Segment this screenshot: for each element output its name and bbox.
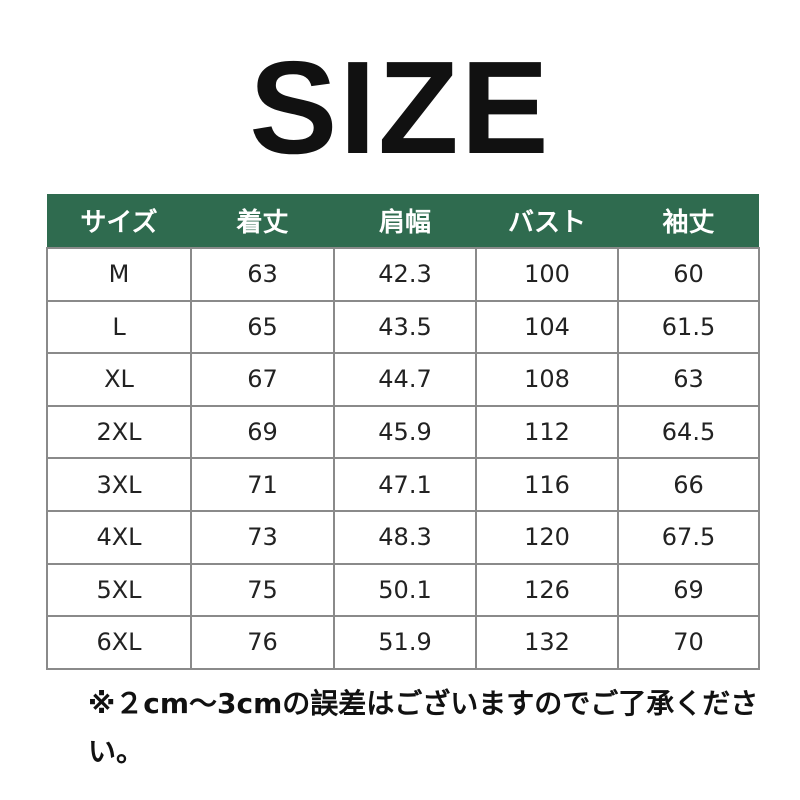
measurement-cell: 120 [475,509,619,565]
table-row: 2XL 69 45.9 112 64.5 [46,404,760,460]
size-table: サイズ 着丈 肩幅 バスト 袖丈 M 63 42.3 100 60 L 65 43.5 104 61.5 X… [46,194,760,670]
measurement-cell: 51.9 [333,615,477,670]
measurement-cell: 65 [190,299,335,355]
measurement-cell: 69 [617,562,760,618]
column-header: 着丈 [191,194,334,248]
measurement-cell: 48.3 [333,509,477,565]
measurement-cell: 44.7 [333,352,477,407]
measurement-cell: 76 [190,615,335,670]
table-row: 3XL 71 47.1 116 66 [46,457,760,512]
measurement-cell: 66 [617,457,760,512]
measurement-cell: 45.9 [333,404,477,460]
measurement-cell: 63 [617,352,760,407]
measurement-cell: 64.5 [617,404,760,460]
measurement-cell: 43.5 [333,299,477,355]
size-label-cell: 2XL [46,404,192,460]
size-label-cell: M [46,247,192,302]
table-row: L 65 43.5 104 61.5 [46,299,760,355]
table-row: 4XL 73 48.3 120 67.5 [46,509,760,565]
size-label-cell: 4XL [46,509,192,565]
column-header: 袖丈 [618,194,759,248]
measurement-cell: 71 [190,457,335,512]
measurement-cell: 67.5 [617,509,760,565]
measurement-cell: 63 [190,247,335,302]
size-label-cell: L [46,299,192,355]
measurement-cell: 69 [190,404,335,460]
page-title: SIZE [249,34,551,181]
column-header: バスト [476,194,618,248]
measurement-cell: 60 [617,247,760,302]
measurement-cell: 67 [190,352,335,407]
size-label-cell: 5XL [46,562,192,618]
measurement-cell: 108 [475,352,619,407]
measurement-cell: 75 [190,562,335,618]
table-row: M 63 42.3 100 60 [46,247,760,302]
column-header: 肩幅 [334,194,476,248]
table-row: 6XL 76 51.9 132 70 [46,615,760,670]
measurement-cell: 100 [475,247,619,302]
size-label-cell: XL [46,352,192,407]
measurement-cell: 70 [617,615,760,670]
measurement-cell: 112 [475,404,619,460]
measurement-cell: 42.3 [333,247,477,302]
column-header: サイズ [47,194,191,248]
measurement-cell: 116 [475,457,619,512]
measurement-cell: 126 [475,562,619,618]
measurement-cell: 104 [475,299,619,355]
measurement-note: ※２cm～3cmの誤差はございますのでご了承ください。 [88,687,759,768]
measurement-cell: 61.5 [617,299,760,355]
table-row: XL 67 44.7 108 63 [46,352,760,407]
table-row: 5XL 75 50.1 126 69 [46,562,760,618]
size-label-cell: 3XL [46,457,192,512]
size-label-cell: 6XL [46,615,192,670]
measurement-cell: 132 [475,615,619,670]
measurement-cell: 73 [190,509,335,565]
measurement-cell: 50.1 [333,562,477,618]
table-header-row: サイズ 着丈 肩幅 バスト 袖丈 [47,194,759,248]
measurement-cell: 47.1 [333,457,477,512]
